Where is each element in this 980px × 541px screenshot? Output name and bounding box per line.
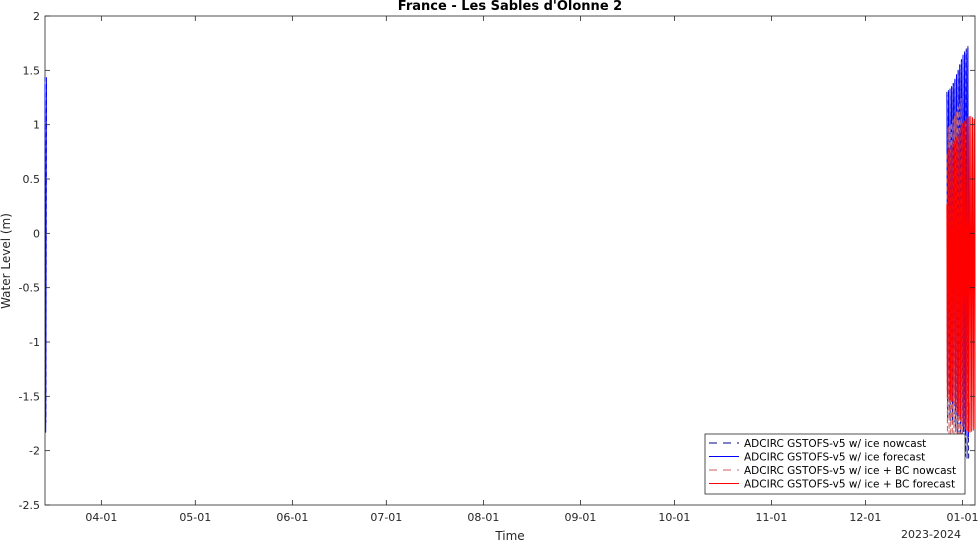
y-tick-label: 0 — [33, 227, 40, 240]
y-tick-label: -1 — [29, 336, 40, 349]
x-tick-label: 04-01 — [85, 511, 117, 524]
x-tick-label: 10-01 — [658, 511, 690, 524]
series-line-4 — [946, 115, 976, 433]
y-tick-label: -1.5 — [19, 390, 40, 403]
legend-box — [704, 433, 966, 495]
plot-area: -2.5 -2 -1.5 -1 -0.5 0 0.5 1 1.5 2 04-01 05-01 06-01… — [19, 10, 979, 524]
legend-entry-1: ADCIRC GSTOFS-v5 w/ ice nowcast — [744, 438, 926, 450]
y-axis-label: Water Level (m) — [0, 213, 13, 309]
y-tick-label: -2.5 — [19, 499, 40, 512]
plot-frame — [44, 15, 976, 506]
ticks-layer: -2.5 -2 -1.5 -1 -0.5 0 0.5 1 1.5 2 04-01 05-01 06-01… — [19, 10, 979, 524]
x-tick-label: 08-01 — [467, 511, 499, 524]
legend: ADCIRC GSTOFS-v5 w/ ice nowcast ADCIRC GS… — [704, 433, 966, 495]
legend-entry-3: ADCIRC GSTOFS-v5 w/ ice + BC nowcast — [744, 465, 956, 477]
y-tick-label: -0.5 — [19, 282, 40, 295]
x-tick-label: 12-01 — [849, 511, 881, 524]
x-axis-year-label: 2023-2024 — [901, 528, 961, 541]
y-tick-label: 2 — [33, 10, 40, 23]
y-tick-label: 1.5 — [23, 64, 41, 77]
legend-entry-2: ADCIRC GSTOFS-v5 w/ ice forecast — [744, 452, 925, 464]
chart-title: France - Les Sables d'Olonne 2 — [398, 0, 622, 14]
x-tick-label: 01-01 — [946, 511, 978, 524]
y-tick-label: -2 — [29, 445, 40, 458]
x-tick-label: 07-01 — [370, 511, 402, 524]
x-tick-label: 09-01 — [564, 511, 596, 524]
legend-entry-4: ADCIRC GSTOFS-v5 w/ ice + BC forecast — [744, 479, 955, 491]
x-axis-label: Time — [494, 529, 524, 541]
x-tick-label: 05-01 — [179, 511, 211, 524]
y-tick-label: 1 — [33, 119, 40, 132]
x-tick-label: 11-01 — [755, 511, 787, 524]
x-tick-label: 06-01 — [276, 511, 308, 524]
series-line-2 — [44, 77, 48, 433]
series-layer — [44, 46, 976, 464]
y-tick-label: 0.5 — [23, 173, 41, 186]
